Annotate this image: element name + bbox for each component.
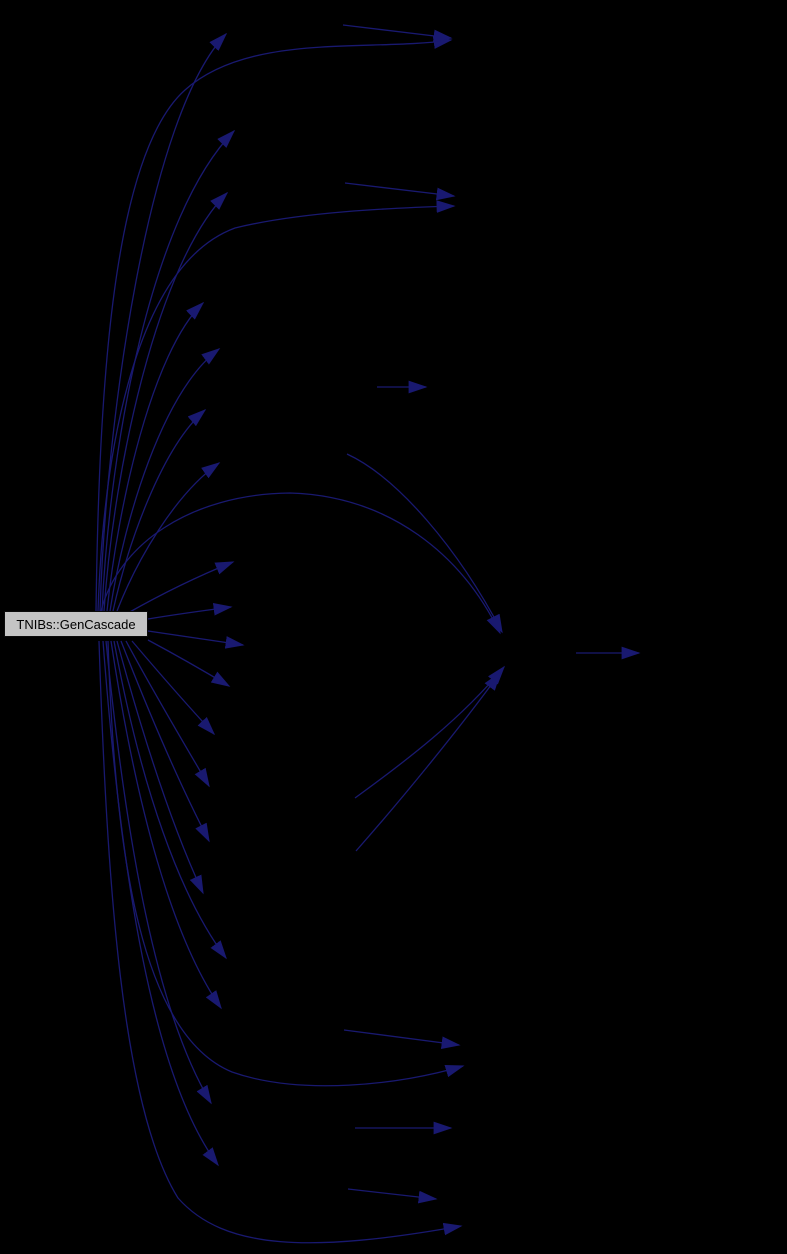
graph-edge-conv-upper (346, 453, 503, 634)
graph-edge-mid-top-1 (342, 24, 453, 43)
edge-group (95, 24, 641, 1244)
graph-edge-fan-16 (113, 640, 227, 960)
graph-edge-fan-11 (147, 639, 231, 687)
graph-edge-conv-lower-1 (354, 665, 506, 799)
graph-edge-long-mid (100, 492, 501, 635)
graph-edge-long-bottom-2 (98, 640, 463, 1244)
graph-edge-fan-10 (147, 630, 245, 649)
graph-edge-fan-1 (99, 32, 228, 612)
graph-edge-fan-17 (110, 640, 222, 1010)
graph-edge-long-top-2 (97, 200, 456, 612)
graph-node-gencascade[interactable]: TNIBs::GenCascade (4, 611, 148, 637)
graph-edge-fan-7 (116, 462, 221, 612)
graph-edge-fan-9 (147, 602, 233, 620)
graph-edge-fan-6 (112, 408, 207, 612)
graph-edge-fan-18 (105, 640, 212, 1105)
graph-edge-bottom-1 (343, 1029, 461, 1050)
graph-edge-mid-top-2 (344, 182, 456, 201)
graph-edge-fan-14 (120, 640, 210, 843)
graph-edge-bottom-3 (347, 1188, 438, 1204)
graph-edge-fan-15 (116, 640, 204, 895)
graph-edge-fan-3 (103, 191, 229, 612)
graph-node-label: TNIBs::GenCascade (16, 616, 136, 632)
graph-edge-conv-lower-2 (355, 671, 501, 852)
graph-edge-fan-12 (131, 640, 216, 736)
graph-edge-long-top-1 (95, 36, 453, 612)
graph-edge-fan-8 (127, 561, 235, 614)
graph-edge-fan-13 (125, 640, 210, 788)
graph-edge-fan-4 (106, 301, 205, 612)
graph-edge-fan-19 (102, 640, 219, 1167)
graph-edge-long-bottom-1 (107, 640, 465, 1087)
graph-edge-fan-2 (101, 129, 236, 612)
